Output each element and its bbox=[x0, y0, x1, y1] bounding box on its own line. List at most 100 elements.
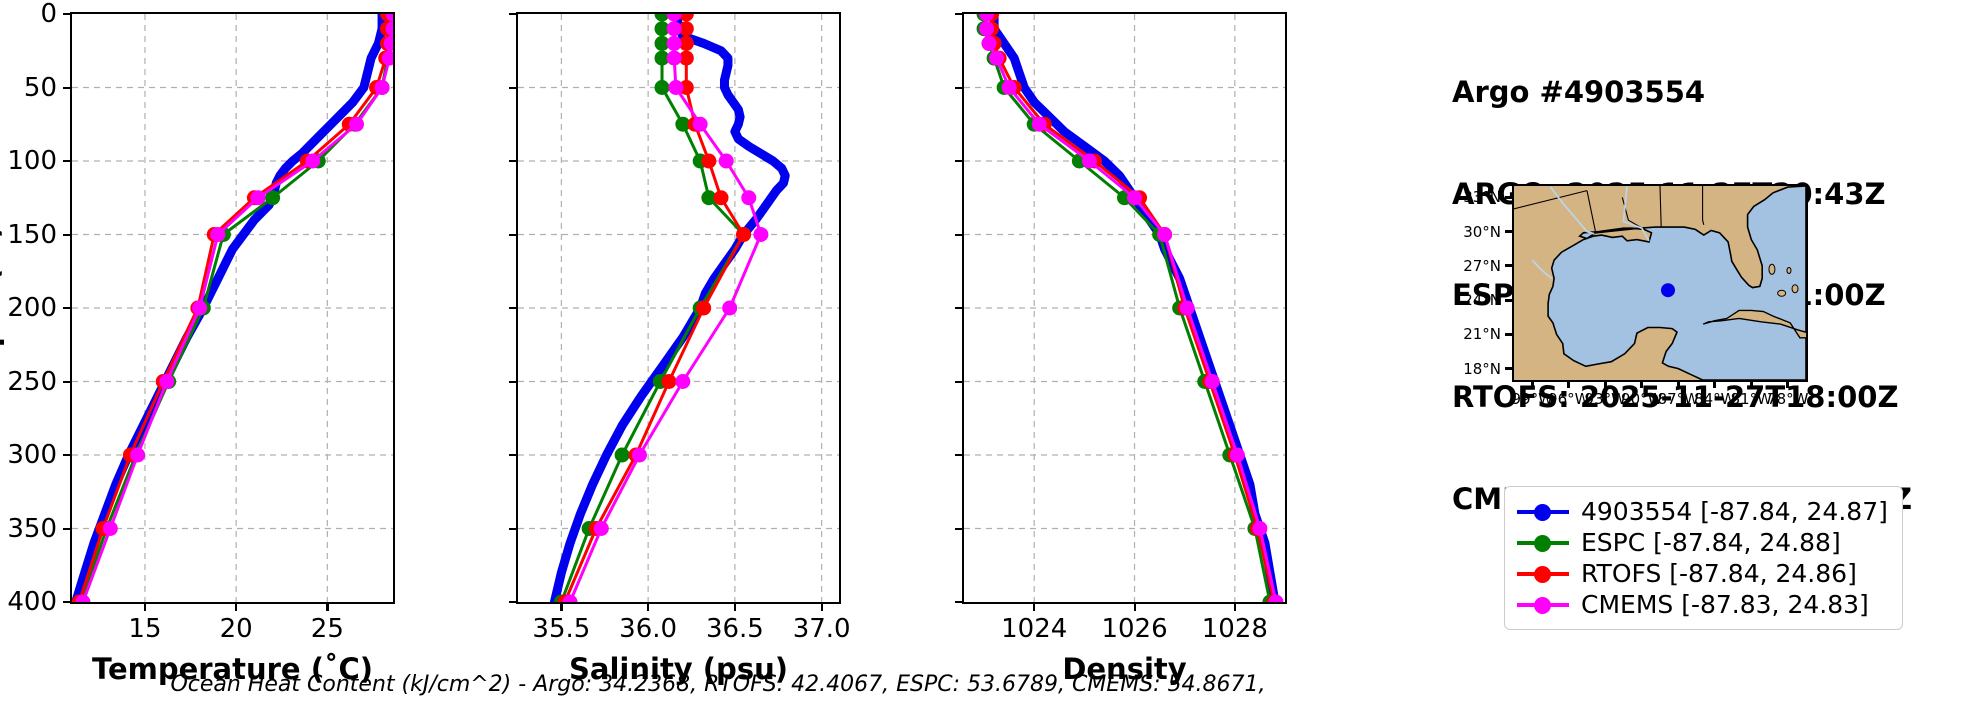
map-lon-tickmark bbox=[1640, 380, 1644, 388]
map-lon-tickmark bbox=[1786, 380, 1790, 388]
y-tickmark bbox=[509, 86, 517, 89]
series-marker-cmems bbox=[381, 50, 393, 66]
y-tickmark bbox=[63, 601, 71, 604]
legend-item-1[interactable]: ESPC [-87.84, 24.88] bbox=[1517, 527, 1888, 558]
series-marker-rtofs bbox=[696, 300, 712, 316]
x-tickmark bbox=[143, 603, 147, 611]
map-lat-tickmark bbox=[1505, 195, 1513, 199]
map-island-2 bbox=[1791, 284, 1799, 294]
series-marker-cmems bbox=[1268, 594, 1284, 602]
series-legend: 4903554 [-87.84, 24.87] ESPC [-87.84, 24.… bbox=[1504, 486, 1903, 630]
plot-area-salinity[interactable] bbox=[516, 12, 841, 604]
map-coastline-svg bbox=[1514, 186, 1806, 380]
plot-canvas-density bbox=[964, 14, 1285, 602]
y-tickmark bbox=[955, 233, 963, 236]
plot-canvas-temperature bbox=[72, 14, 393, 602]
x-tick-label: 20 bbox=[219, 614, 253, 644]
y-tickmark bbox=[955, 307, 963, 310]
map-lon-label: 96°W bbox=[1548, 390, 1590, 408]
y-tickmark bbox=[955, 13, 963, 16]
series-marker-cmems bbox=[130, 447, 146, 463]
legend-label: CMEMS [-87.83, 24.83] bbox=[1581, 590, 1869, 619]
series-marker-cmems bbox=[692, 116, 708, 132]
series-marker-cmems bbox=[1127, 190, 1143, 206]
y-tick-label: 100 bbox=[7, 146, 57, 176]
y-tick-label: 300 bbox=[7, 440, 57, 470]
series-line-4903554 bbox=[989, 14, 1280, 602]
y-tickmark bbox=[63, 527, 71, 530]
map-lon-tickmark bbox=[1676, 380, 1680, 388]
x-tickmark bbox=[235, 603, 238, 611]
y-tickmark bbox=[63, 380, 71, 383]
map-lat-label: 33°N bbox=[1463, 188, 1501, 207]
rtofs-time-line: RTOFS: 2025-11-27T18:00Z bbox=[1452, 380, 1899, 415]
series-marker-rtofs bbox=[678, 21, 694, 37]
legend-swatch-icon bbox=[1517, 501, 1569, 523]
y-tick-label: 0 bbox=[40, 0, 57, 29]
series-marker-espc bbox=[654, 21, 670, 37]
map-frame bbox=[1512, 184, 1808, 382]
legend-swatch-icon bbox=[1517, 532, 1569, 554]
x-tickmark bbox=[560, 603, 563, 611]
legend-label: ESPC [-87.84, 24.88] bbox=[1581, 528, 1841, 557]
y-axis-title: Depth (m) bbox=[0, 225, 5, 391]
float-position-marker[interactable] bbox=[1661, 283, 1675, 298]
series-marker-cmems bbox=[385, 14, 393, 22]
legend-item-2[interactable]: RTOFS [-87.84, 24.86] bbox=[1517, 558, 1888, 589]
y-tickmark bbox=[509, 601, 517, 604]
series-marker-cmems bbox=[1157, 227, 1173, 242]
map-lon-label: 84°W bbox=[1694, 390, 1736, 408]
map-lon-label: 81°W bbox=[1730, 390, 1772, 408]
x-axis-title-salinity: Salinity (psu) bbox=[569, 652, 788, 686]
series-marker-espc bbox=[675, 116, 691, 132]
plot-area-density[interactable] bbox=[962, 12, 1287, 604]
series-marker-cmems bbox=[666, 21, 682, 37]
series-marker-espc bbox=[654, 14, 670, 22]
series-marker-espc bbox=[654, 80, 670, 95]
series-marker-cmems bbox=[668, 80, 684, 95]
series-marker-rtofs bbox=[678, 80, 694, 95]
map-lon-label: 78°W bbox=[1767, 390, 1809, 408]
map-island-1 bbox=[1777, 289, 1787, 297]
x-tick-label: 1026 bbox=[1101, 614, 1168, 644]
series-marker-espc bbox=[654, 50, 670, 66]
x-tickmark bbox=[1033, 603, 1036, 611]
legend-item-0[interactable]: 4903554 [-87.84, 24.87] bbox=[1517, 496, 1888, 527]
series-marker-cmems bbox=[593, 521, 609, 536]
map-border-2 bbox=[1659, 186, 1662, 228]
legend-item-3[interactable]: CMEMS [-87.83, 24.83] bbox=[1517, 589, 1888, 620]
legend-label: RTOFS [-87.84, 24.86] bbox=[1581, 559, 1857, 588]
map-river-0 bbox=[1549, 186, 1595, 235]
y-tickmark bbox=[509, 13, 517, 16]
x-tickmark bbox=[733, 603, 737, 611]
y-tickmark bbox=[63, 233, 71, 236]
series-marker-cmems bbox=[210, 227, 226, 242]
series-marker-cmems bbox=[666, 14, 682, 22]
legend-swatch-icon bbox=[1517, 594, 1569, 616]
x-tick-label: 36.0 bbox=[619, 614, 678, 644]
series-marker-cmems bbox=[349, 116, 365, 132]
series-marker-cmems bbox=[1252, 521, 1268, 536]
series-marker-cmems bbox=[1001, 80, 1017, 95]
series-marker-cmems bbox=[989, 50, 1005, 66]
map-lon-tickmark bbox=[1713, 380, 1717, 388]
series-marker-rtofs bbox=[678, 50, 694, 66]
series-marker-cmems bbox=[753, 227, 769, 242]
y-tickmark bbox=[63, 86, 71, 89]
series-marker-cmems bbox=[741, 190, 757, 206]
series-marker-cmems bbox=[979, 21, 995, 37]
series-marker-espc bbox=[265, 190, 281, 206]
plot-area-temperature[interactable] bbox=[70, 12, 395, 604]
series-marker-espc bbox=[614, 447, 630, 463]
y-tickmark bbox=[955, 527, 963, 530]
series-marker-cmems bbox=[666, 35, 682, 51]
map-border-4 bbox=[1514, 190, 1588, 210]
map-lat-label: 24°N bbox=[1463, 291, 1501, 310]
y-tickmark bbox=[509, 527, 517, 530]
y-tickmark bbox=[63, 307, 71, 310]
map-border-0 bbox=[1586, 190, 1597, 232]
ocean-heat-content-annotation: Ocean Heat Content (kJ/cm^2) - Argo: 34.… bbox=[170, 672, 1266, 697]
x-tick-label: 25 bbox=[310, 614, 344, 644]
series-marker-rtofs bbox=[678, 35, 694, 51]
